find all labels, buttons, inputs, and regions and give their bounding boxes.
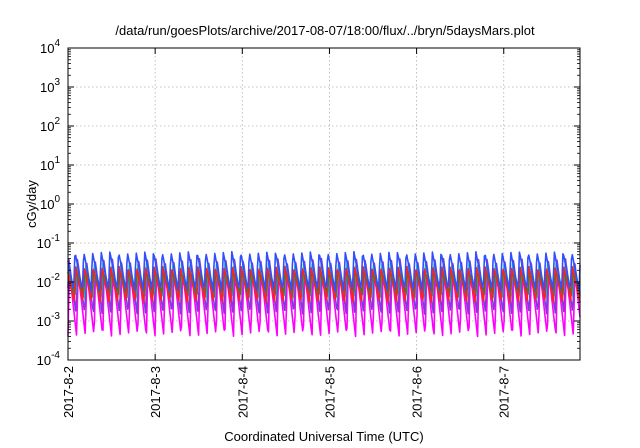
x-tick-label: 2017-8-2 xyxy=(61,366,76,418)
series-line xyxy=(67,250,581,292)
chart-title: /data/run/goesPlots/archive/2017-08-07/1… xyxy=(115,23,535,38)
series-group xyxy=(67,250,581,338)
y-tick-label: 10-2 xyxy=(37,272,61,290)
x-axis-label: Coordinated Universal Time (UTC) xyxy=(224,429,423,444)
y-tick-label: 101 xyxy=(40,155,60,173)
x-tick-label: 2017-8-3 xyxy=(148,366,163,418)
y-tick-label: 102 xyxy=(40,116,60,134)
y-axis: 10-4 10-3 10-2 10-1 100 101 102 103 104 xyxy=(37,38,580,368)
x-tick-label: 2017-8-7 xyxy=(497,366,512,418)
x-tick-label: 2017-8-4 xyxy=(235,366,250,418)
x-axis: 2017-8-2 2017-8-3 2017-8-4 2017-8-5 2017-8-6… xyxy=(61,48,512,418)
grid xyxy=(68,48,580,360)
y-tick-label: 10-3 xyxy=(37,311,61,329)
y-axis-label: cGy/day xyxy=(24,180,39,228)
y-tick-label: 104 xyxy=(40,38,60,56)
y-tick-label: 100 xyxy=(40,194,60,212)
y-tick-label: 103 xyxy=(40,77,60,95)
y-tick-label: 10-4 xyxy=(37,350,61,368)
series-line xyxy=(67,265,581,304)
x-tick-label: 2017-8-5 xyxy=(322,366,337,418)
x-tick-label: 2017-8-6 xyxy=(410,366,425,418)
y-tick-label: 10-1 xyxy=(37,233,61,251)
